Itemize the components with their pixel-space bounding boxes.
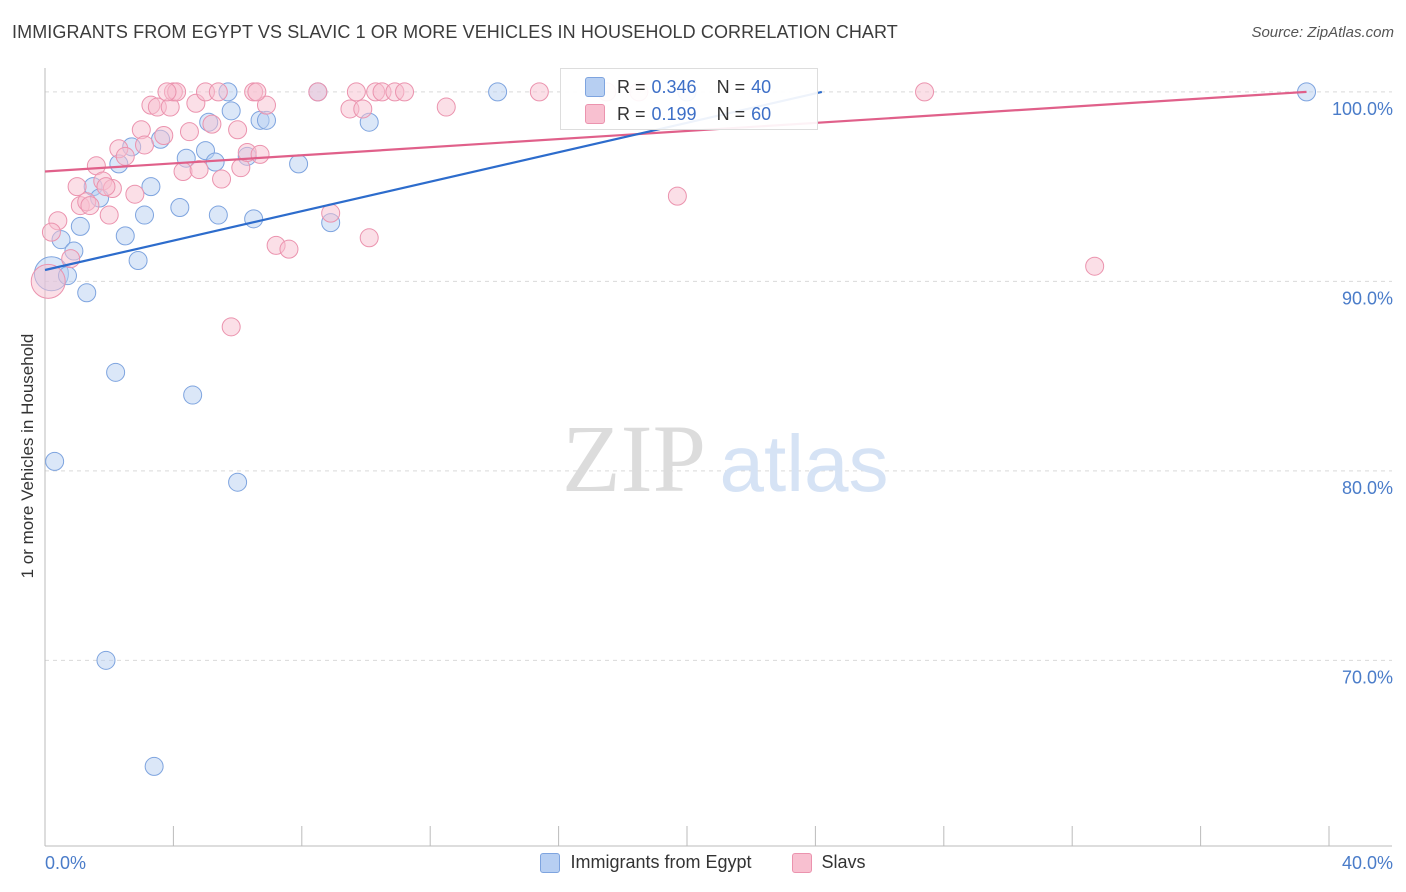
data-point <box>346 82 366 102</box>
data-point <box>1085 256 1105 276</box>
x-tick-label: 0.0% <box>45 853 86 873</box>
slavs-r-label: R = <box>617 103 646 124</box>
correlation-legend: R = 0.346 N = 40 R = 0.199 N = 60 <box>560 68 818 130</box>
legend-slavs-swatch <box>791 852 812 873</box>
data-point <box>45 451 65 471</box>
data-point <box>183 385 203 405</box>
data-point <box>141 177 161 197</box>
slavs-n-label: N = <box>716 103 746 124</box>
y-tick-label: 100.0% <box>1332 99 1393 119</box>
legend-row-egypt: R = 0.346 N = 40 <box>585 73 771 101</box>
data-point <box>221 317 241 337</box>
data-point <box>80 196 100 216</box>
slavs-r-value: 0.199 <box>651 103 697 124</box>
data-point <box>154 125 174 145</box>
egypt-n-value: 40 <box>751 76 772 97</box>
slavs-swatch <box>585 104 605 124</box>
data-point <box>30 263 66 299</box>
data-point <box>99 205 119 225</box>
data-point <box>228 472 248 492</box>
data-point <box>208 82 228 102</box>
data-point <box>106 362 126 382</box>
data-point <box>488 82 508 102</box>
data-point <box>115 226 135 246</box>
legend-item-slavs[interactable]: Slavs <box>791 852 866 873</box>
data-point <box>157 82 177 102</box>
data-point <box>436 97 456 117</box>
data-point <box>96 650 116 670</box>
axes <box>44 68 1392 847</box>
data-point <box>77 283 97 303</box>
data-point <box>221 101 241 121</box>
egypt-swatch <box>585 77 605 97</box>
data-point <box>128 251 148 271</box>
data-point <box>308 82 328 102</box>
data-point <box>125 184 145 204</box>
data-point <box>359 228 379 248</box>
legend-item-egypt[interactable]: Immigrants from Egypt <box>540 852 752 873</box>
data-point <box>228 120 248 140</box>
y-tick-label: 80.0% <box>1342 478 1393 498</box>
data-point <box>353 99 373 119</box>
data-point <box>170 197 190 217</box>
x-tick-labels: 0.0% 40.0% <box>45 853 1393 873</box>
data-point <box>179 122 199 142</box>
data-point <box>529 82 549 102</box>
egypt-n-label: N = <box>716 76 746 97</box>
data-point <box>144 756 164 776</box>
chart-title: IMMIGRANTS FROM EGYPT VS SLAVIC 1 OR MOR… <box>12 22 898 42</box>
legend-row-slavs: R = 0.199 N = 60 <box>585 100 771 128</box>
legend-slavs-label: Slavs <box>821 852 866 872</box>
legend-egypt-swatch <box>540 852 561 873</box>
data-point <box>289 154 309 174</box>
data-point <box>70 216 90 236</box>
legend-egypt-label: Immigrants from Egypt <box>570 852 752 872</box>
data-point <box>250 144 270 164</box>
data-point <box>247 82 267 102</box>
data-point <box>915 82 935 102</box>
y-tick-label: 90.0% <box>1342 288 1393 308</box>
y-tick-label: 70.0% <box>1342 667 1393 687</box>
data-point <box>135 205 155 225</box>
data-point <box>135 135 155 155</box>
series-slavs-points <box>30 82 1105 337</box>
data-point <box>667 186 687 206</box>
source-credit: Source: ZipAtlas.com <box>1251 24 1394 41</box>
data-point <box>115 146 135 166</box>
gridlines <box>45 91 1392 661</box>
data-point <box>244 209 264 229</box>
data-point <box>395 82 415 102</box>
slavs-trend-line <box>44 90 1307 173</box>
data-point <box>41 222 61 242</box>
egypt-r-value: 0.346 <box>651 76 697 97</box>
data-point <box>208 205 228 225</box>
data-point <box>279 239 299 259</box>
data-point <box>212 169 232 189</box>
watermark-atlas: atlas <box>720 419 889 508</box>
egypt-r-label: R = <box>617 76 646 97</box>
data-point <box>173 161 193 181</box>
data-point <box>67 177 87 197</box>
slavs-n-value: 60 <box>751 103 772 124</box>
watermark-zip: ZIP <box>562 405 706 512</box>
y-tick-labels: 100.0% 90.0% 80.0% 70.0% <box>1332 99 1393 687</box>
series-legend: Immigrants from Egypt Slavs <box>0 852 1406 873</box>
data-point <box>96 177 116 197</box>
data-point <box>189 160 209 180</box>
x-tick-label: 40.0% <box>1342 853 1393 873</box>
data-point <box>256 95 276 115</box>
watermark: ZIP atlas <box>562 405 888 512</box>
data-point <box>202 114 222 134</box>
